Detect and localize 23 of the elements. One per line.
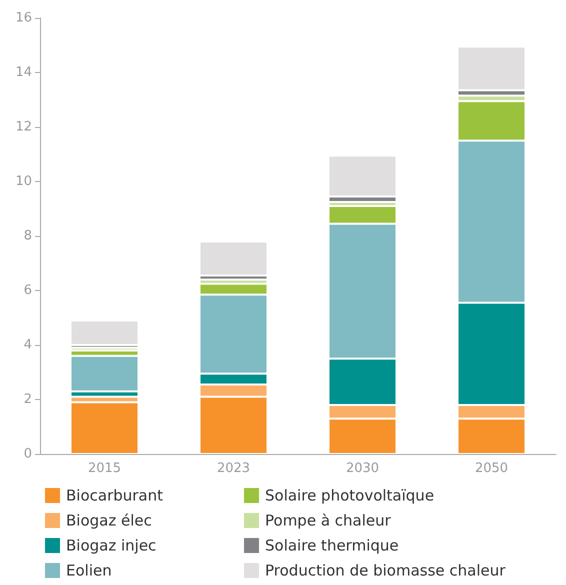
x-tick-label: 2050 [474,461,508,476]
y-tick-label: 16 [15,10,32,26]
legend-label: Solaire thermique [265,536,399,554]
y-tick-label: 2 [24,392,32,407]
y-tick-label: 10 [15,174,32,189]
legend-label: Biocarburant [66,486,164,504]
bar [70,320,138,345]
y-tick-label: 0 [24,446,32,462]
legend-label: Biogaz injec [66,536,156,554]
x-tick-label: 2023 [216,461,250,476]
y-tick-label: 4 [24,338,32,352]
legend-label: Pompe à chaleur [265,512,392,530]
legend-label: Biogaz élec [66,512,152,530]
legend-label: Eolien [66,562,112,580]
bar [200,241,268,276]
x-tick-label: 2030 [346,461,380,476]
y-tick-label: 14 [15,65,32,80]
x-tick-label: 2015 [88,461,122,476]
y-tick-label: 12 [15,120,32,134]
legend-label: Production de biomasse chaleur [265,562,506,580]
legend-label: Solaire photovoltaïque [265,486,434,504]
y-tick-label: 8 [24,228,32,244]
y-tick-label: 6 [24,283,32,298]
